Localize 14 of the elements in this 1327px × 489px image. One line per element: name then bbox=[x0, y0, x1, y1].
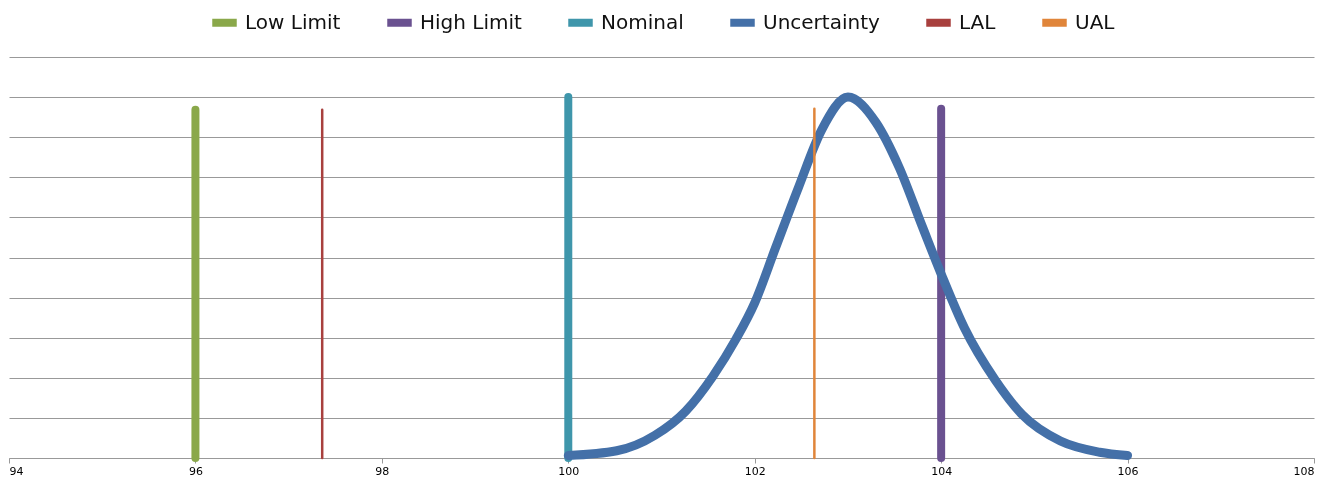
x-tick-label: 104 bbox=[931, 464, 953, 478]
legend-label: UAL bbox=[1075, 9, 1116, 34]
legend-label: High Limit bbox=[420, 9, 523, 34]
x-tick-label: 96 bbox=[188, 464, 203, 478]
x-tick-label: 94 bbox=[9, 464, 24, 478]
x-tick-label: 106 bbox=[1117, 464, 1139, 478]
legend-label: Low Limit bbox=[245, 9, 341, 34]
legend-label: LAL bbox=[959, 9, 997, 34]
x-tick-label: 98 bbox=[375, 464, 390, 478]
x-tick-label: 102 bbox=[744, 464, 766, 478]
x-tick-label: 108 bbox=[1293, 464, 1315, 478]
legend-label: Uncertainty bbox=[763, 9, 881, 34]
legend-label: Nominal bbox=[601, 9, 684, 34]
x-tick-label: 100 bbox=[558, 464, 580, 478]
